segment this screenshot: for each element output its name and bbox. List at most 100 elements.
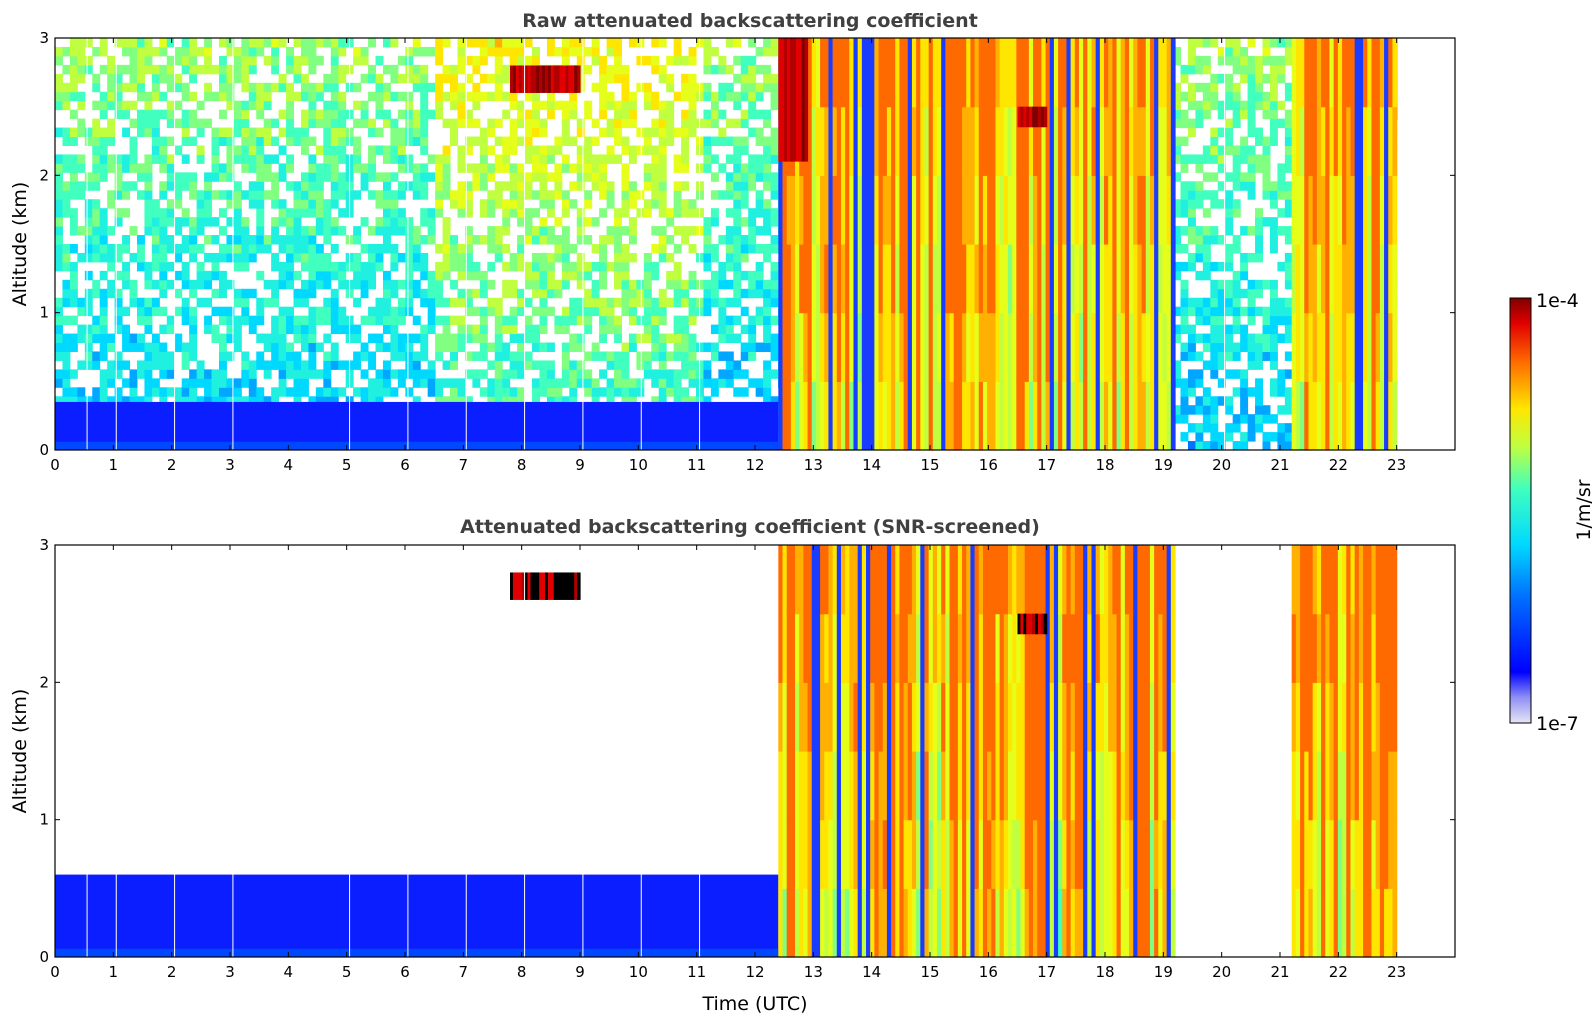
noise-cell <box>628 226 637 236</box>
noise-cell <box>323 172 332 182</box>
noise-cell <box>427 387 436 397</box>
noise-cell <box>576 297 585 308</box>
noise-cell <box>263 360 272 370</box>
noise-cell <box>204 82 213 93</box>
noise-cell <box>509 315 518 326</box>
noise-cell <box>502 387 511 397</box>
noise-cell <box>748 333 757 344</box>
noise-cell <box>621 306 630 317</box>
noise-cell <box>92 324 101 335</box>
noise-cell <box>576 172 585 182</box>
noise-cell <box>502 351 511 361</box>
noise-cell <box>1232 306 1241 317</box>
noise-cell <box>1217 73 1226 84</box>
noise-cell <box>181 172 190 182</box>
noise-cell <box>136 244 145 254</box>
noise-cell <box>539 190 548 200</box>
noise-cell <box>92 118 101 129</box>
noise-cell <box>405 387 414 397</box>
noise-cell <box>323 387 332 397</box>
noise-cell <box>1240 145 1249 155</box>
noise-cell <box>479 127 488 138</box>
noise-cell <box>524 324 533 335</box>
noise-cell <box>308 190 317 200</box>
noise-cell <box>278 261 287 272</box>
noise-cell <box>1210 288 1219 299</box>
noise-cell <box>144 199 153 209</box>
noise-cell <box>181 235 190 245</box>
noise-cell <box>286 252 295 263</box>
noise-cell <box>614 333 622 344</box>
noise-cell <box>159 342 168 352</box>
noise-cell <box>382 226 391 236</box>
noise-cell <box>1277 73 1286 84</box>
noise-cell <box>204 297 213 308</box>
noise-cell <box>614 226 622 236</box>
noise-cell <box>62 100 71 111</box>
noise-cell <box>159 73 168 84</box>
noise-cell <box>517 360 526 370</box>
noise-cell <box>755 199 764 209</box>
noise-cell <box>539 235 548 245</box>
noise-cell <box>181 351 190 361</box>
noise-cell <box>517 351 526 361</box>
noise-cell <box>1284 118 1293 129</box>
noise-cell <box>673 297 682 308</box>
noise-cell <box>368 163 377 173</box>
noise-cell <box>181 244 190 254</box>
noise-cell <box>502 226 511 236</box>
noise-cell <box>144 64 153 75</box>
noise-cell <box>1202 145 1211 155</box>
noise-cell <box>1225 405 1234 415</box>
noise-cell <box>397 109 406 120</box>
noise-cell <box>308 100 317 111</box>
noise-cell <box>1247 226 1256 236</box>
noise-cell <box>360 109 369 120</box>
noise-cell <box>151 360 160 370</box>
noise-cell <box>181 315 190 326</box>
noise-cell <box>1284 405 1293 415</box>
noise-cell <box>278 360 287 370</box>
noise-cell <box>99 333 108 344</box>
noise-cell <box>628 109 637 120</box>
noise-cell <box>114 244 123 254</box>
noise-cell <box>151 145 160 155</box>
noise-cell <box>241 145 250 155</box>
noise-cell <box>1232 270 1241 281</box>
noise-cell <box>1202 91 1211 102</box>
noise-cell <box>464 226 473 236</box>
noise-cell <box>107 333 116 344</box>
noise-cell <box>1247 73 1256 84</box>
noise-cell <box>539 226 548 236</box>
noise-cell <box>308 235 317 245</box>
noise-cell <box>196 378 205 388</box>
noise-cell <box>643 369 652 379</box>
noise-cell <box>136 55 145 66</box>
noise-cell <box>62 154 71 164</box>
noise-cell <box>99 208 108 218</box>
noise-cell <box>77 55 86 66</box>
noise-cell <box>300 378 309 388</box>
noise-cell <box>1240 432 1249 442</box>
noise-cell <box>84 136 93 146</box>
noise-cell <box>755 64 764 75</box>
noise-cell <box>748 163 757 173</box>
noise-cell <box>166 109 175 120</box>
noise-cell <box>144 261 153 272</box>
noise-cell <box>435 154 444 164</box>
noise-cell <box>517 172 526 182</box>
noise-cell <box>681 82 690 93</box>
noise-cell <box>174 55 183 66</box>
noise-cell <box>55 369 63 379</box>
noise-cell <box>330 396 339 406</box>
noise-cell <box>517 163 526 173</box>
noise-cell <box>710 154 719 164</box>
noise-cell <box>464 261 473 272</box>
noise-cell <box>1232 414 1241 424</box>
noise-cell <box>286 154 295 164</box>
noise-cell <box>278 351 287 361</box>
noise-cell <box>323 100 332 111</box>
noise-cell <box>218 64 227 75</box>
noise-cell <box>151 73 160 84</box>
noise-cell <box>151 127 160 138</box>
